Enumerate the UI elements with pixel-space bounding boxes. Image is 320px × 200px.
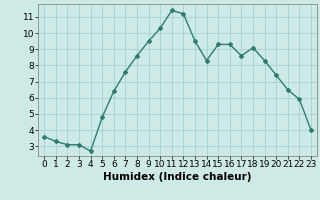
X-axis label: Humidex (Indice chaleur): Humidex (Indice chaleur) [103,172,252,182]
